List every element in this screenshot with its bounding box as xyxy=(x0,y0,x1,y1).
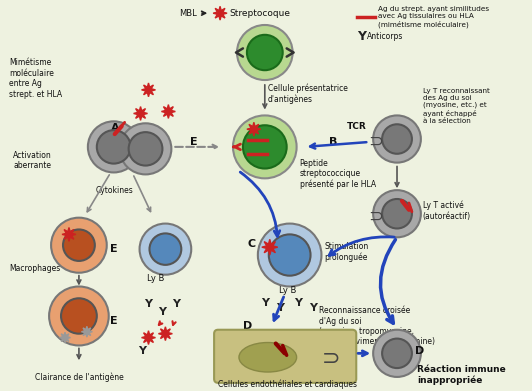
Ellipse shape xyxy=(239,343,297,372)
Circle shape xyxy=(247,35,282,70)
Polygon shape xyxy=(213,6,227,20)
Text: Ly B: Ly B xyxy=(279,286,296,295)
Polygon shape xyxy=(62,228,76,241)
Circle shape xyxy=(88,121,139,172)
Polygon shape xyxy=(142,83,155,97)
Circle shape xyxy=(258,224,321,287)
Text: Y: Y xyxy=(294,298,302,308)
Polygon shape xyxy=(134,107,147,120)
Circle shape xyxy=(382,199,412,228)
Text: B: B xyxy=(329,137,338,147)
Circle shape xyxy=(373,330,421,377)
Text: Ly B: Ly B xyxy=(147,274,164,283)
Text: Cellule présentatrice
d'antigènes: Cellule présentatrice d'antigènes xyxy=(268,84,348,104)
Text: ⊃: ⊃ xyxy=(322,349,340,369)
Circle shape xyxy=(120,123,171,174)
Circle shape xyxy=(233,115,297,178)
Polygon shape xyxy=(142,331,155,344)
Text: Clairance de l'antigène: Clairance de l'antigène xyxy=(35,372,123,382)
Text: Réaction immune
inappropriée: Réaction immune inappropriée xyxy=(417,365,505,385)
Circle shape xyxy=(373,115,421,163)
Text: Ly T reconnaissant
des Ag du soi
(myosine, etc.) et
ayant échappé
à la sélection: Ly T reconnaissant des Ag du soi (myosin… xyxy=(423,88,490,124)
Text: E: E xyxy=(190,137,198,147)
Text: Reconnaissance croisée
d'Ag du soi
(myosine, tropomyosine,
kératine, vimentine, : Reconnaissance croisée d'Ag du soi (myos… xyxy=(320,306,436,346)
Circle shape xyxy=(382,124,412,154)
Text: TCR: TCR xyxy=(347,122,367,131)
Circle shape xyxy=(149,233,181,265)
Text: A: A xyxy=(111,123,120,133)
Polygon shape xyxy=(161,105,176,118)
Text: Ly T activé
(autoréactif): Ly T activé (autoréactif) xyxy=(423,201,471,221)
Text: C: C xyxy=(248,239,256,249)
Text: Peptide
streptococcique
présenté par le HLA: Peptide streptococcique présenté par le … xyxy=(300,159,376,189)
Text: ⊃: ⊃ xyxy=(369,133,384,151)
Text: MBL: MBL xyxy=(179,9,197,18)
Text: Y: Y xyxy=(358,30,366,43)
Text: Activation
aberrante: Activation aberrante xyxy=(13,151,52,170)
Circle shape xyxy=(237,25,293,80)
Text: Y: Y xyxy=(159,307,167,317)
Text: Streptocoque: Streptocoque xyxy=(229,9,290,18)
FancyBboxPatch shape xyxy=(214,330,356,383)
Text: D: D xyxy=(243,321,253,331)
Circle shape xyxy=(373,190,421,237)
Text: Macrophages: Macrophages xyxy=(10,264,61,273)
Text: Mimétisme
moléculaire
entre Ag
strept. et HLA: Mimétisme moléculaire entre Ag strept. e… xyxy=(10,58,62,99)
Text: Y: Y xyxy=(145,299,153,309)
Circle shape xyxy=(51,218,107,273)
Circle shape xyxy=(61,298,97,334)
Polygon shape xyxy=(247,122,261,136)
Text: Y: Y xyxy=(138,346,146,356)
Text: Y: Y xyxy=(172,299,180,309)
Polygon shape xyxy=(81,326,93,337)
Text: Ag du strept. ayant similitudes
avec Ag tissulaires ou HLA
(mimétisme moléculair: Ag du strept. ayant similitudes avec Ag … xyxy=(378,6,489,28)
Polygon shape xyxy=(159,327,172,341)
Circle shape xyxy=(97,130,131,163)
Text: Y: Y xyxy=(310,303,318,313)
Text: E: E xyxy=(110,244,118,254)
Text: E: E xyxy=(110,316,118,326)
Polygon shape xyxy=(60,332,70,343)
Text: Cellules endothéliales et cardiaques: Cellules endothéliales et cardiaques xyxy=(218,379,357,389)
Polygon shape xyxy=(262,239,278,255)
Circle shape xyxy=(49,287,109,346)
Text: Y: Y xyxy=(276,303,284,313)
Text: Cytokines: Cytokines xyxy=(96,186,134,195)
Text: Y: Y xyxy=(261,298,269,308)
Circle shape xyxy=(129,132,162,165)
Circle shape xyxy=(382,339,412,368)
Circle shape xyxy=(269,234,311,276)
Text: Stimulation
prolonguée: Stimulation prolonguée xyxy=(325,242,369,262)
Circle shape xyxy=(139,224,191,275)
Text: ⊃: ⊃ xyxy=(369,208,384,226)
Circle shape xyxy=(63,230,95,261)
Text: Anticorps: Anticorps xyxy=(367,32,404,41)
Text: D: D xyxy=(415,346,424,356)
Circle shape xyxy=(243,125,287,169)
